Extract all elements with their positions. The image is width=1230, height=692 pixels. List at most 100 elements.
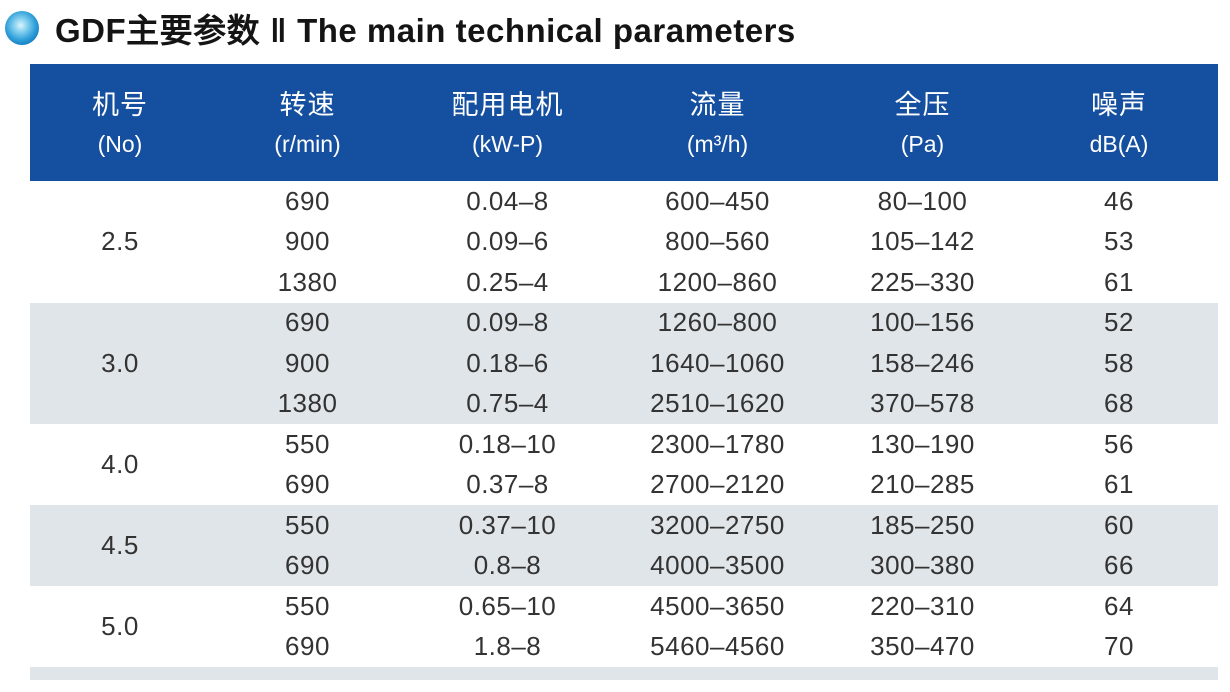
col-noise: 噪声 dB(A) [1020, 64, 1218, 181]
cell-noise: 61 [1104, 266, 1134, 297]
cell-flow: 2510–1620 [650, 388, 785, 419]
cell-speed: 1380 [277, 388, 338, 419]
cell-motor: 0.75–4 [466, 388, 549, 419]
page-title-text: GDF主要参数 ‖ The main technical parameters [55, 4, 796, 52]
table-row: 690 1.8–8 5460–4560 350–470 70 [30, 627, 1218, 668]
cell-no: 4.5 [101, 530, 139, 560]
cell-no: 2.5 [101, 226, 139, 257]
cell-pressure: 158–246 [870, 347, 975, 378]
col-pressure-zh: 全压 [894, 89, 951, 120]
col-noise-zh: 噪声 [1091, 89, 1147, 120]
parameters-table: 机号 (No) 转速 (r/min) 配用电机 (kW-P) 流量 (m³/h) 全压 (… [30, 64, 1218, 667]
page-title: GDF主要参数 ‖ The main technical parameters [0, 2, 1230, 54]
next-band-clipped-strip [30, 667, 1218, 680]
cell-noise: 52 [1104, 307, 1134, 338]
cell-noise: 68 [1104, 388, 1134, 419]
cell-motor: 0.8–8 [473, 550, 542, 581]
cell-motor: 1.8–8 [473, 631, 542, 662]
col-speed-unit: (r/min) [274, 130, 341, 157]
cell-speed: 690 [285, 469, 330, 500]
col-no-unit: (No) [97, 130, 143, 157]
cell-motor: 0.37–8 [466, 469, 549, 500]
cell-pressure: 300–380 [870, 550, 975, 581]
cell-motor: 0.09–8 [466, 307, 549, 338]
cell-motor: 0.18–10 [458, 428, 557, 459]
cell-noise: 61 [1104, 469, 1134, 500]
cell-pressure: 350–470 [870, 631, 975, 662]
col-motor-zh: 配用电机 [451, 89, 564, 120]
col-speed: 转速 (r/min) [210, 64, 405, 181]
cell-pressure: 220–310 [870, 590, 975, 621]
table-row: 1380 0.25–4 1200–860 225–330 61 [30, 262, 1218, 303]
col-motor-unit: (kW-P) [471, 130, 544, 157]
cell-no: 5.0 [101, 611, 139, 641]
title-zh: GDF主要参数 [55, 12, 261, 49]
col-noise-unit: dB(A) [1089, 130, 1149, 157]
col-pressure-unit: (Pa) [900, 130, 945, 157]
table-row: 3.0 690 0.09–8 1260–800 100–156 52 [30, 302, 1218, 378]
col-flow-unit: (m³/h) [686, 130, 749, 157]
cell-speed: 1380 [277, 266, 338, 297]
cell-no: 3.0 [101, 347, 139, 378]
table-row: 5.0 550 0.65–10 4500–3650 220–310 64 [30, 586, 1218, 641]
table-row: 690 0.8–8 4000–3500 300–380 66 [30, 545, 1218, 586]
cell-pressure: 185–250 [870, 509, 975, 540]
cell-noise: 70 [1104, 631, 1134, 662]
cell-pressure: 130–190 [870, 428, 975, 459]
cell-no: 4.0 [101, 449, 139, 479]
cell-flow: 3200–2750 [650, 509, 785, 540]
table-row: 4.5 550 0.37–10 3200–2750 185–250 60 [30, 505, 1218, 560]
cell-speed: 900 [285, 226, 330, 257]
parameters-table-wrap: 机号 (No) 转速 (r/min) 配用电机 (kW-P) 流量 (m³/h) 全压 (… [30, 64, 1218, 667]
title-separator: ‖ [270, 12, 288, 49]
title-en: The main technical parameters [297, 12, 796, 49]
cell-speed: 550 [285, 590, 330, 621]
header-row: 机号 (No) 转速 (r/min) 配用电机 (kW-P) 流量 (m³/h) 全压 (… [30, 64, 1218, 181]
cell-flow: 4500–3650 [650, 590, 785, 621]
cell-flow: 1260–800 [657, 307, 778, 338]
cell-flow: 2300–1780 [650, 428, 785, 459]
col-no: 机号 (No) [30, 64, 210, 181]
cell-flow: 5460–4560 [650, 631, 785, 662]
col-flow: 流量 (m³/h) [610, 64, 825, 181]
cell-speed: 690 [285, 185, 330, 216]
cell-motor: 0.04–8 [466, 185, 549, 216]
cell-motor: 0.09–6 [466, 226, 549, 257]
cell-noise: 66 [1104, 550, 1134, 581]
col-pressure: 全压 (Pa) [825, 64, 1020, 181]
cell-pressure: 100–156 [870, 307, 975, 338]
cell-speed: 690 [285, 307, 330, 338]
table-row: 1380 0.75–4 2510–1620 370–578 68 [30, 383, 1218, 424]
cell-flow: 600–450 [665, 185, 770, 216]
cell-pressure: 225–330 [870, 266, 975, 297]
cell-pressure: 210–285 [870, 469, 975, 500]
table-header: 机号 (No) 转速 (r/min) 配用电机 (kW-P) 流量 (m³/h) 全压 (… [30, 64, 1218, 181]
cell-pressure: 80–100 [877, 185, 968, 216]
col-no-zh: 机号 [92, 89, 148, 120]
table-row: 690 0.37–8 2700–2120 210–285 61 [30, 465, 1218, 506]
col-motor: 配用电机 (kW-P) [405, 64, 610, 181]
cell-noise: 46 [1104, 185, 1134, 216]
cell-motor: 0.18–6 [466, 347, 549, 378]
table-row: 900 0.09–6 800–560 105–142 53 [30, 222, 1218, 263]
cell-motor: 0.25–4 [466, 266, 549, 297]
cell-motor: 0.37–10 [458, 509, 557, 540]
cell-motor: 0.65–10 [458, 590, 557, 621]
cell-flow: 1640–1060 [650, 347, 785, 378]
cell-noise: 56 [1104, 428, 1134, 459]
cell-flow: 2700–2120 [650, 469, 785, 500]
cell-speed: 550 [285, 428, 330, 459]
cell-noise: 64 [1104, 590, 1134, 621]
table-body: 2.5 690 0.04–8 600–450 80–100 46 900 0.0… [30, 181, 1218, 667]
table-row: 2.5 690 0.04–8 600–450 80–100 46 [30, 181, 1218, 257]
table-row: 4.0 550 0.18–10 2300–1780 130–190 56 [30, 424, 1218, 479]
cell-speed: 690 [285, 631, 330, 662]
cell-noise: 60 [1104, 509, 1134, 540]
blue-sphere-icon [5, 11, 39, 45]
col-speed-zh: 转速 [279, 89, 336, 120]
cell-speed: 550 [285, 509, 330, 540]
cell-pressure: 105–142 [870, 226, 975, 257]
cell-flow: 800–560 [665, 226, 770, 257]
cell-flow: 1200–860 [657, 266, 778, 297]
cell-speed: 900 [285, 347, 330, 378]
